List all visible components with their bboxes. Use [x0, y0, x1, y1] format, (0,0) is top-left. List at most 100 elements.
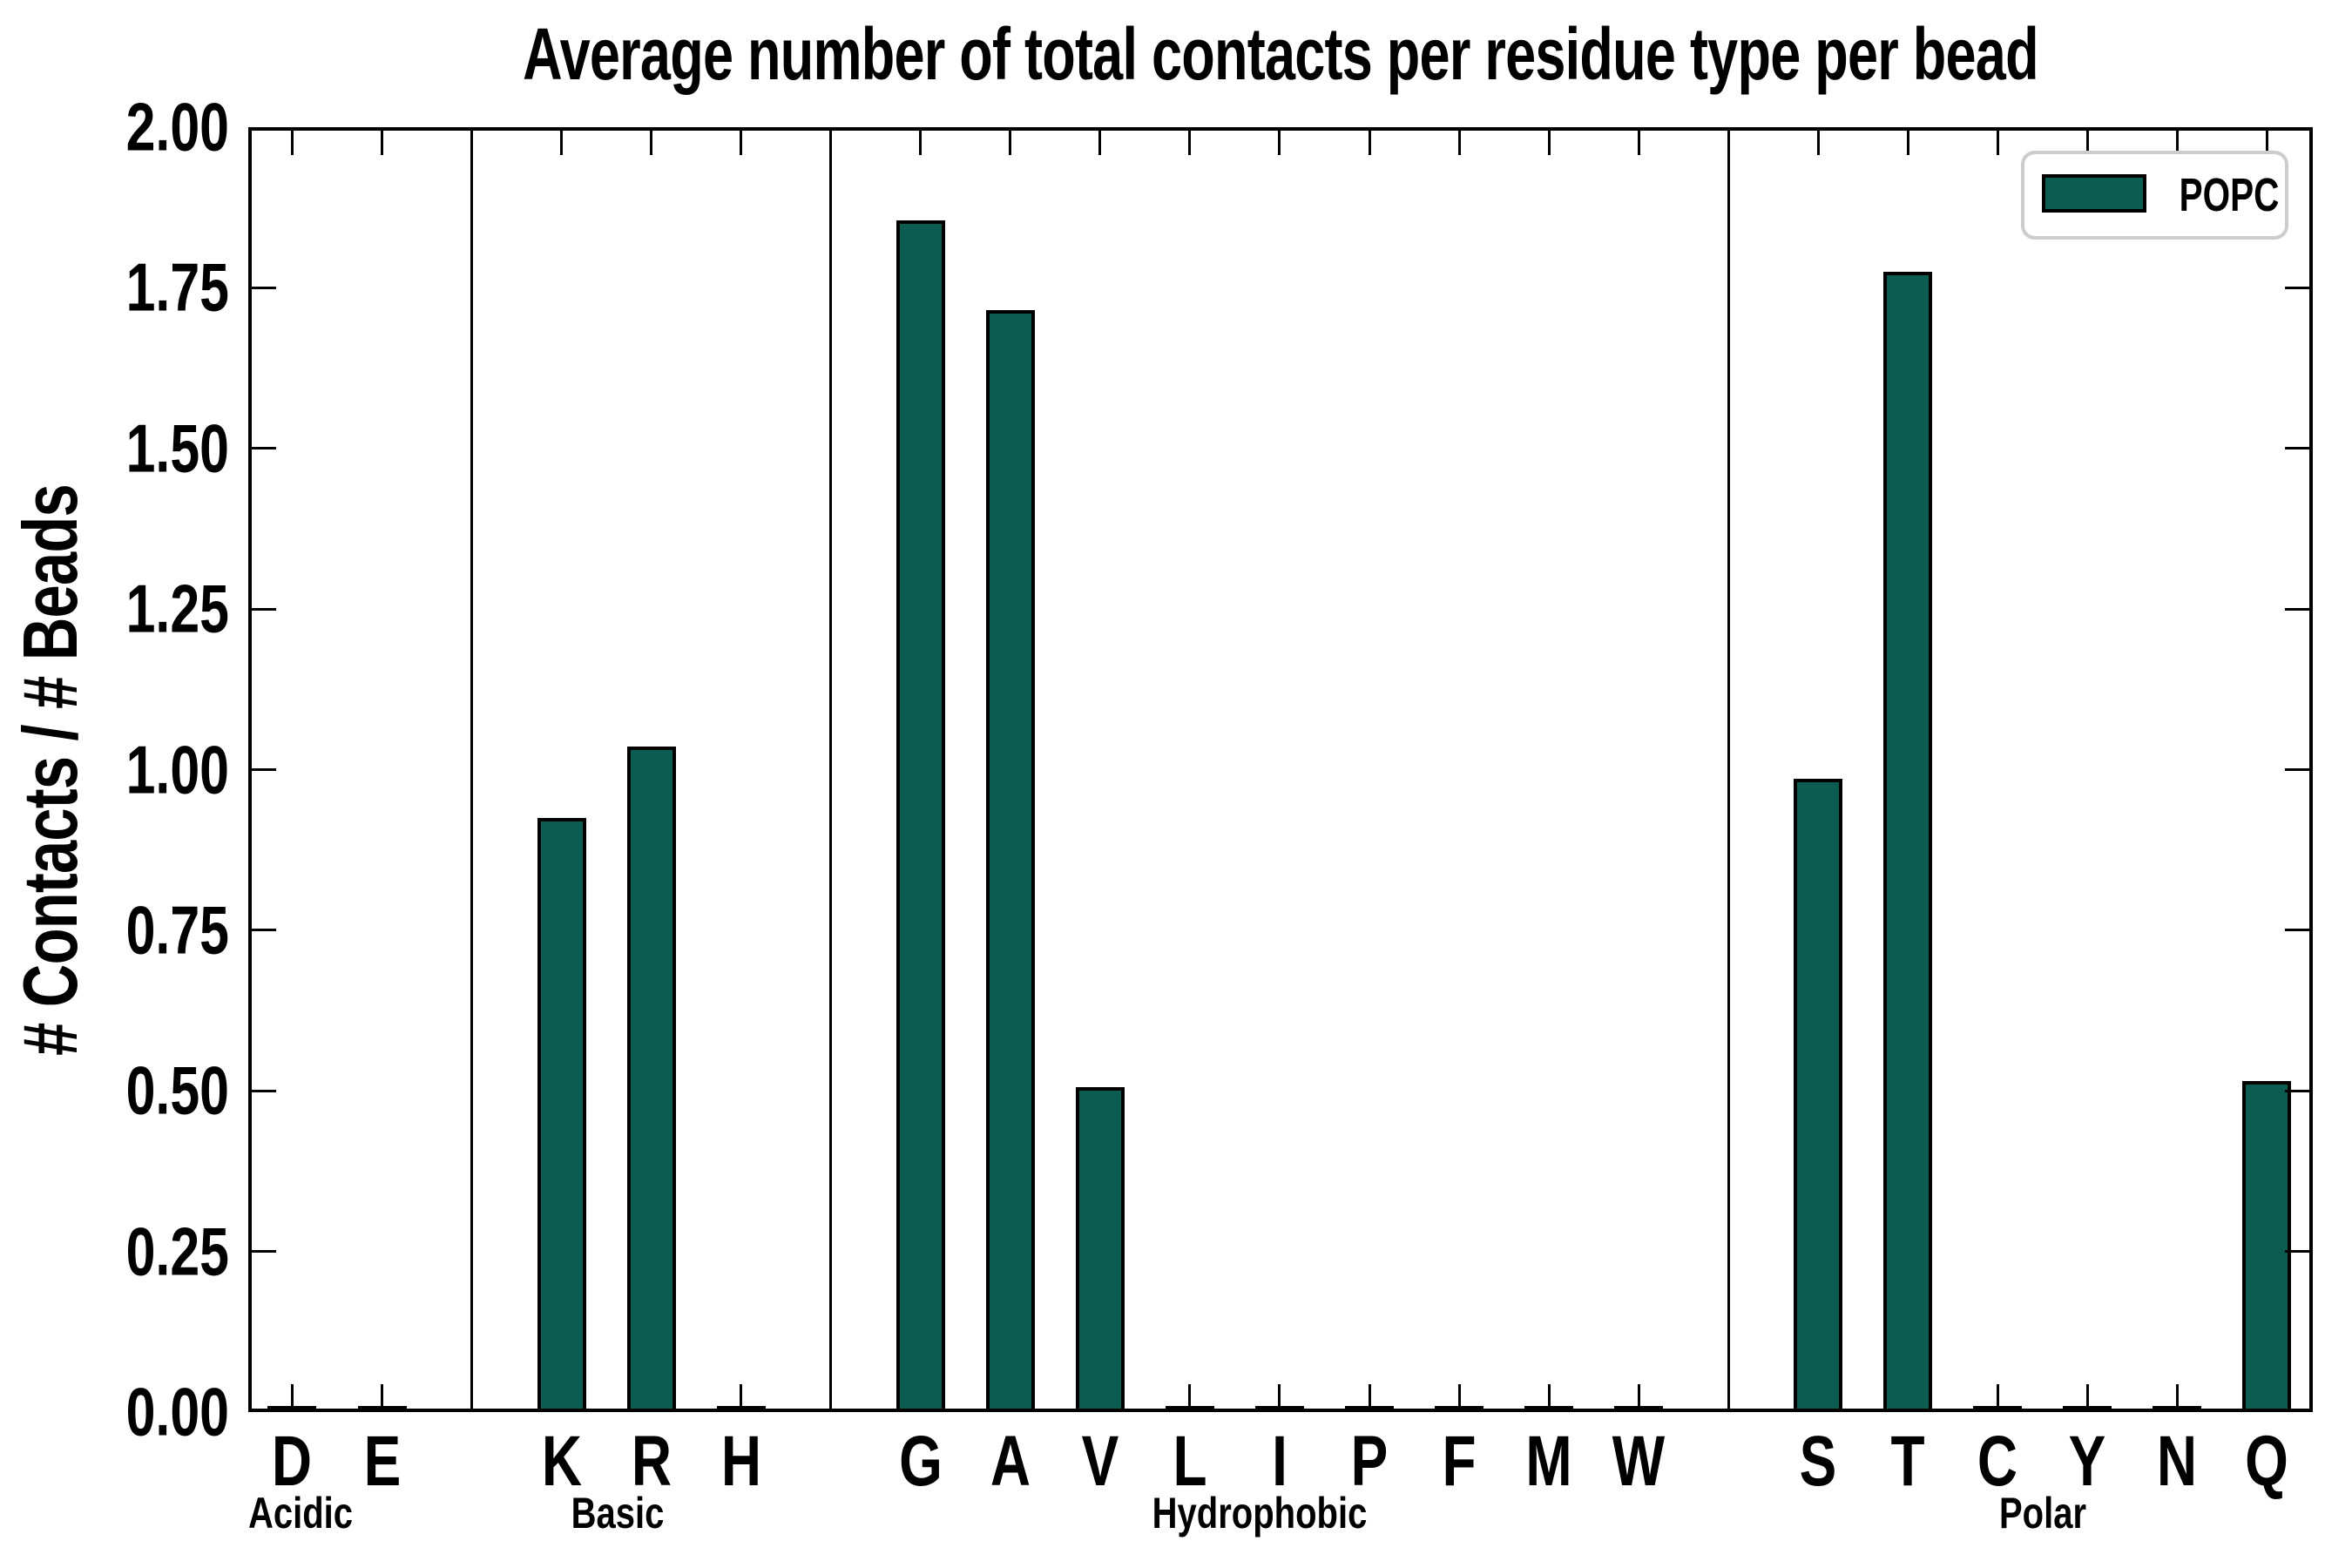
x-tick-label-P: P: [1350, 1422, 1389, 1501]
y-tick-label-0.00: 0.00: [125, 1373, 229, 1450]
y-axis-label: # Contacts / # Beads: [7, 484, 93, 1056]
y-tick-label-0.75: 0.75: [125, 891, 229, 969]
bar-G: [896, 220, 945, 1412]
zero-bar-N: [2153, 1406, 2202, 1412]
group-label-hydrophobic: Hydrophobic: [1152, 1489, 1368, 1538]
x-axis-tick: [1996, 1384, 1999, 1412]
x-tick-label-I: I: [1272, 1422, 1288, 1501]
zero-bar-Y: [2063, 1406, 2112, 1412]
x-axis-tick: [1188, 127, 1192, 155]
y-tick-label-0.25: 0.25: [125, 1213, 229, 1290]
legend: POPC: [2021, 151, 2288, 240]
x-axis-tick: [381, 127, 384, 155]
x-axis-tick: [290, 127, 294, 155]
x-axis-tick: [1188, 1384, 1192, 1412]
group-label-basic: Basic: [571, 1489, 665, 1538]
x-tick-label-T: T: [1890, 1422, 1925, 1501]
zero-bar-P: [1345, 1406, 1394, 1412]
group-label-polar: Polar: [1998, 1489, 2087, 1538]
x-tick-label-C: C: [1977, 1422, 2018, 1501]
zero-bar-E: [357, 1406, 407, 1412]
x-axis-tick: [1009, 127, 1012, 155]
plot-area: [248, 127, 2313, 1412]
bar-S: [1794, 779, 1843, 1412]
y-axis-tick: [248, 768, 276, 771]
y-axis-tick: [248, 1089, 276, 1092]
x-axis-tick: [1547, 127, 1551, 155]
zero-bar-C: [1973, 1406, 2023, 1412]
bar-T: [1883, 271, 1933, 1412]
x-tick-label-K: K: [541, 1422, 582, 1501]
x-axis-tick: [1098, 127, 1102, 155]
x-axis-tick: [1457, 127, 1461, 155]
zero-bar-I: [1254, 1406, 1304, 1412]
x-axis-tick: [1547, 1384, 1551, 1412]
x-tick-label-H: H: [720, 1422, 761, 1501]
x-tick-label-R: R: [631, 1422, 672, 1501]
y-axis-tick: [248, 607, 276, 611]
x-axis-tick: [2175, 1384, 2179, 1412]
x-tick-label-D: D: [272, 1422, 313, 1501]
zero-bar-D: [267, 1406, 317, 1412]
x-tick-label-F: F: [1442, 1422, 1477, 1501]
x-axis-tick: [560, 127, 564, 155]
y-axis-tick: [2285, 286, 2313, 289]
y-axis-tick: [2285, 1089, 2313, 1092]
x-tick-label-N: N: [2157, 1422, 2198, 1501]
legend-swatch: [2042, 174, 2146, 213]
x-axis-tick: [919, 127, 923, 155]
x-axis-tick: [1368, 127, 1371, 155]
y-tick-label-0.50: 0.50: [125, 1051, 229, 1129]
y-axis-tick: [248, 447, 276, 450]
x-axis-tick: [2085, 1384, 2089, 1412]
y-tick-label-2.00: 2.00: [125, 88, 229, 166]
zero-bar-F: [1435, 1406, 1484, 1412]
y-axis-tick: [248, 1250, 276, 1254]
y-axis-tick: [248, 286, 276, 289]
y-axis-tick: [2285, 447, 2313, 450]
bar-V: [1075, 1087, 1125, 1412]
zero-bar-W: [1614, 1406, 1664, 1412]
y-axis-tick: [2285, 929, 2313, 932]
group-separator: [470, 127, 474, 1412]
zero-bar-H: [716, 1406, 766, 1412]
y-tick-label-1.75: 1.75: [125, 248, 229, 326]
y-axis-tick: [2285, 607, 2313, 611]
bar-Q: [2242, 1080, 2292, 1412]
x-axis-tick: [2265, 127, 2268, 155]
x-axis-tick: [650, 127, 653, 155]
x-axis-tick: [740, 1384, 743, 1412]
y-axis-tick: [2285, 768, 2313, 771]
y-tick-label-1.50: 1.50: [125, 409, 229, 487]
y-tick-label-1.00: 1.00: [125, 731, 229, 808]
x-axis-tick: [381, 1384, 384, 1412]
group-separator: [1727, 127, 1730, 1412]
zero-bar-L: [1165, 1406, 1214, 1412]
x-tick-label-A: A: [990, 1422, 1031, 1501]
x-tick-label-G: G: [898, 1422, 943, 1501]
x-axis-tick: [290, 1384, 294, 1412]
x-tick-label-E: E: [363, 1422, 401, 1501]
y-tick-label-1.25: 1.25: [125, 570, 229, 647]
x-tick-label-Y: Y: [2069, 1422, 2106, 1501]
x-tick-label-Q: Q: [2245, 1422, 2289, 1501]
x-axis-tick: [2085, 127, 2089, 155]
bar-K: [537, 817, 586, 1412]
zero-bar-M: [1524, 1406, 1574, 1412]
y-axis-tick: [2285, 1250, 2313, 1254]
x-axis-tick: [1996, 127, 1999, 155]
x-axis-tick: [1906, 127, 1909, 155]
x-axis-tick: [2175, 127, 2179, 155]
x-tick-label-V: V: [1081, 1422, 1119, 1501]
x-axis-tick: [1816, 127, 1820, 155]
group-label-acidic: Acidic: [247, 1489, 354, 1538]
x-tick-label-W: W: [1612, 1422, 1666, 1501]
x-axis-tick: [740, 127, 743, 155]
group-separator: [829, 127, 833, 1412]
x-axis-tick: [1637, 1384, 1640, 1412]
x-axis-tick: [1278, 127, 1281, 155]
x-axis-tick: [1457, 1384, 1461, 1412]
x-tick-label-L: L: [1173, 1422, 1207, 1501]
x-axis-tick: [1368, 1384, 1371, 1412]
